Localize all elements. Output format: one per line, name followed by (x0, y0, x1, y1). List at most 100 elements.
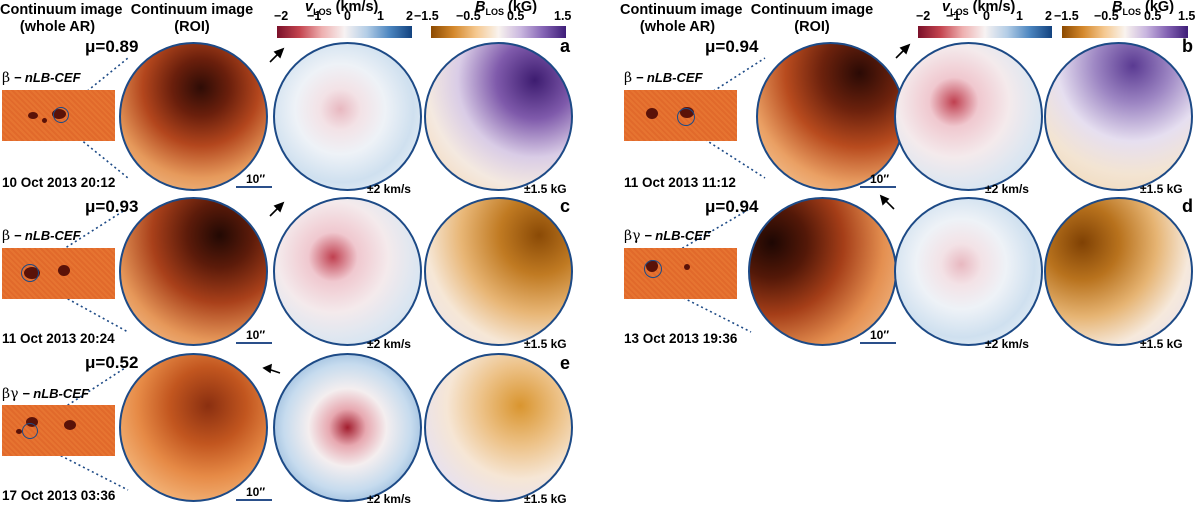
vlos-range: ±2 km/s (367, 182, 411, 196)
panel-letter: a (560, 36, 571, 56)
roi-marker (21, 264, 39, 282)
vlos-subscript: LOS (313, 6, 332, 17)
observation-date: 10 Oct 2013 20:12 (2, 175, 116, 190)
blos-tick: 1.5 (1178, 9, 1196, 23)
blos-tick: 0.5 (1144, 9, 1162, 23)
scale-bar (236, 499, 272, 501)
vlos-map (273, 42, 422, 191)
sunspot (42, 118, 47, 123)
vlos-range: ±2 km/s (985, 337, 1029, 351)
header-whole-ar-right-line2: (whole AR) (639, 19, 716, 35)
whole-ar-thumbnail (624, 90, 737, 141)
vlos-tick: −2 (274, 9, 289, 23)
mu-value: μ=0.93 (85, 197, 139, 216)
continuum-roi-image (756, 42, 905, 191)
blos-colorbar-right (1062, 26, 1188, 38)
observation-date: 11 Oct 2013 11:12 (624, 175, 736, 190)
blos-unit: (kG) (508, 0, 538, 15)
observation-date: 17 Oct 2013 03:36 (2, 488, 116, 503)
continuum-roi-image (748, 197, 897, 346)
whole-ar-thumbnail (2, 90, 115, 141)
region-type-symbol: β (624, 70, 633, 86)
observation-date: 11 Oct 2013 20:24 (2, 331, 115, 346)
panel-letter: d (1182, 196, 1193, 216)
roi-marker (53, 107, 69, 123)
continuum-roi-image (119, 353, 268, 502)
scale-bar (860, 186, 896, 188)
whole-ar-thumbnail (624, 248, 737, 299)
blos-tick: −0.5 (1094, 9, 1119, 23)
region-type-label: βγ − nLB-CEF (2, 386, 89, 402)
sunspot (16, 429, 22, 434)
vlos-map (273, 197, 422, 346)
blos-symbol: B (1112, 0, 1123, 15)
region-type-label: β − nLB-CEF (2, 228, 81, 244)
continuum-roi-image (119, 42, 268, 191)
blos-tick: 0.5 (507, 9, 525, 23)
blos-colorbar-title: BLOS (kG) (475, 0, 537, 17)
vlos-tick: 1 (377, 9, 384, 23)
scale-bar (860, 342, 896, 344)
blos-range: ±1.5 kG (524, 182, 567, 196)
vlos-colorbar (277, 26, 412, 38)
blos-range: ±1.5 kG (1140, 182, 1183, 196)
vlos-tick: −1 (307, 9, 322, 23)
blos-range: ±1.5 kG (1140, 337, 1183, 351)
region-type-name: − nLB-CEF (18, 386, 89, 401)
continuum-roi-image (119, 197, 268, 346)
region-type-name: − nLB-CEF (10, 70, 81, 85)
vlos-symbol: v (942, 0, 951, 15)
scale-bar (236, 186, 272, 188)
vlos-tick: 0 (983, 9, 990, 23)
vlos-map (894, 197, 1043, 346)
vlos-tick: 0 (344, 9, 351, 23)
header-whole-ar: Continuum image (whole AR) (0, 2, 122, 36)
scale-label: 10′′ (246, 172, 266, 186)
whole-ar-thumbnail (2, 248, 115, 299)
region-type-label: β − nLB-CEF (624, 70, 703, 86)
scale-bar (236, 342, 272, 344)
sunspot (58, 265, 70, 276)
mu-value: μ=0.94 (705, 197, 759, 216)
blos-tick: −1.5 (1054, 9, 1079, 23)
vlos-tick: 1 (1016, 9, 1023, 23)
blos-colorbar-title-right: BLOS (kG) (1112, 0, 1174, 17)
scale-label: 10′′ (870, 328, 890, 342)
blos-colorbar (431, 26, 566, 38)
vlos-tick: −2 (916, 9, 931, 23)
scale-label: 10′′ (246, 485, 266, 499)
vlos-range: ±2 km/s (367, 492, 411, 506)
header-roi-line1: Continuum image (130, 2, 254, 18)
header-roi-right: Continuum image (ROI) (738, 2, 886, 36)
panel-letter: c (560, 196, 571, 216)
blos-tick: −1.5 (414, 9, 439, 23)
region-type-symbol: βγ (2, 386, 19, 402)
vlos-tick: 2 (406, 9, 413, 23)
scale-label: 10′′ (246, 328, 266, 342)
header-whole-ar-line2: (whole AR) (19, 19, 96, 35)
vlos-colorbar-title: vLOS (km/s) (305, 0, 378, 17)
whole-ar-thumbnail (2, 405, 115, 456)
roi-marker (644, 260, 662, 278)
blos-tick: −0.5 (456, 9, 481, 23)
vlos-map (273, 353, 422, 502)
sunspot (64, 420, 76, 430)
roi-marker (677, 108, 695, 126)
header-roi-right-line1: Continuum image (750, 2, 874, 18)
sunspot (28, 112, 38, 119)
vlos-colorbar-title-right: vLOS (km/s) (942, 0, 1015, 17)
header-roi-right-line2: (ROI) (794, 19, 830, 35)
blos-map (424, 42, 573, 191)
mu-value: μ=0.89 (85, 37, 139, 56)
vlos-subscript: LOS (950, 6, 969, 17)
mu-value: μ=0.52 (85, 353, 139, 372)
blos-range: ±1.5 kG (524, 492, 567, 506)
region-type-symbol: β (2, 228, 11, 244)
region-type-name: − nLB-CEF (632, 70, 703, 85)
blos-symbol: B (475, 0, 486, 15)
vlos-unit: (km/s) (335, 0, 379, 15)
observation-date: 13 Oct 2013 19:36 (624, 331, 738, 346)
roi-marker (22, 423, 38, 439)
region-type-label: β − nLB-CEF (2, 70, 81, 86)
blos-range: ±1.5 kG (524, 337, 567, 351)
